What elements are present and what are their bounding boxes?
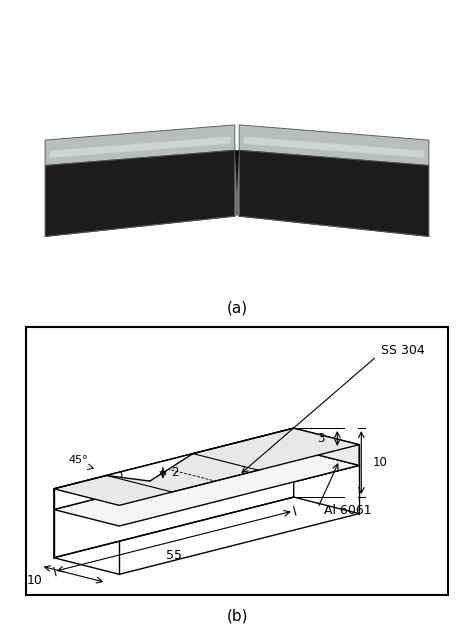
Polygon shape [54, 449, 359, 526]
Text: 10: 10 [372, 456, 387, 469]
Polygon shape [235, 150, 239, 193]
Polygon shape [54, 428, 359, 505]
Text: (a): (a) [227, 301, 247, 316]
Polygon shape [237, 150, 239, 216]
Polygon shape [235, 150, 237, 216]
Polygon shape [45, 125, 235, 165]
Text: 55: 55 [166, 549, 182, 562]
Polygon shape [54, 428, 294, 489]
Polygon shape [54, 449, 359, 526]
Polygon shape [239, 150, 429, 236]
Polygon shape [45, 150, 235, 236]
Text: 10: 10 [26, 574, 42, 587]
Polygon shape [54, 449, 294, 558]
Text: 45°: 45° [68, 455, 88, 465]
Text: (b): (b) [226, 608, 248, 623]
Text: 2: 2 [171, 467, 178, 479]
Text: SS 304: SS 304 [381, 344, 425, 358]
Polygon shape [244, 136, 425, 158]
Polygon shape [54, 428, 294, 510]
Text: 3: 3 [317, 432, 324, 445]
Text: Al 6061: Al 6061 [324, 505, 372, 517]
Polygon shape [49, 136, 230, 158]
Polygon shape [294, 428, 359, 465]
Polygon shape [239, 125, 429, 165]
